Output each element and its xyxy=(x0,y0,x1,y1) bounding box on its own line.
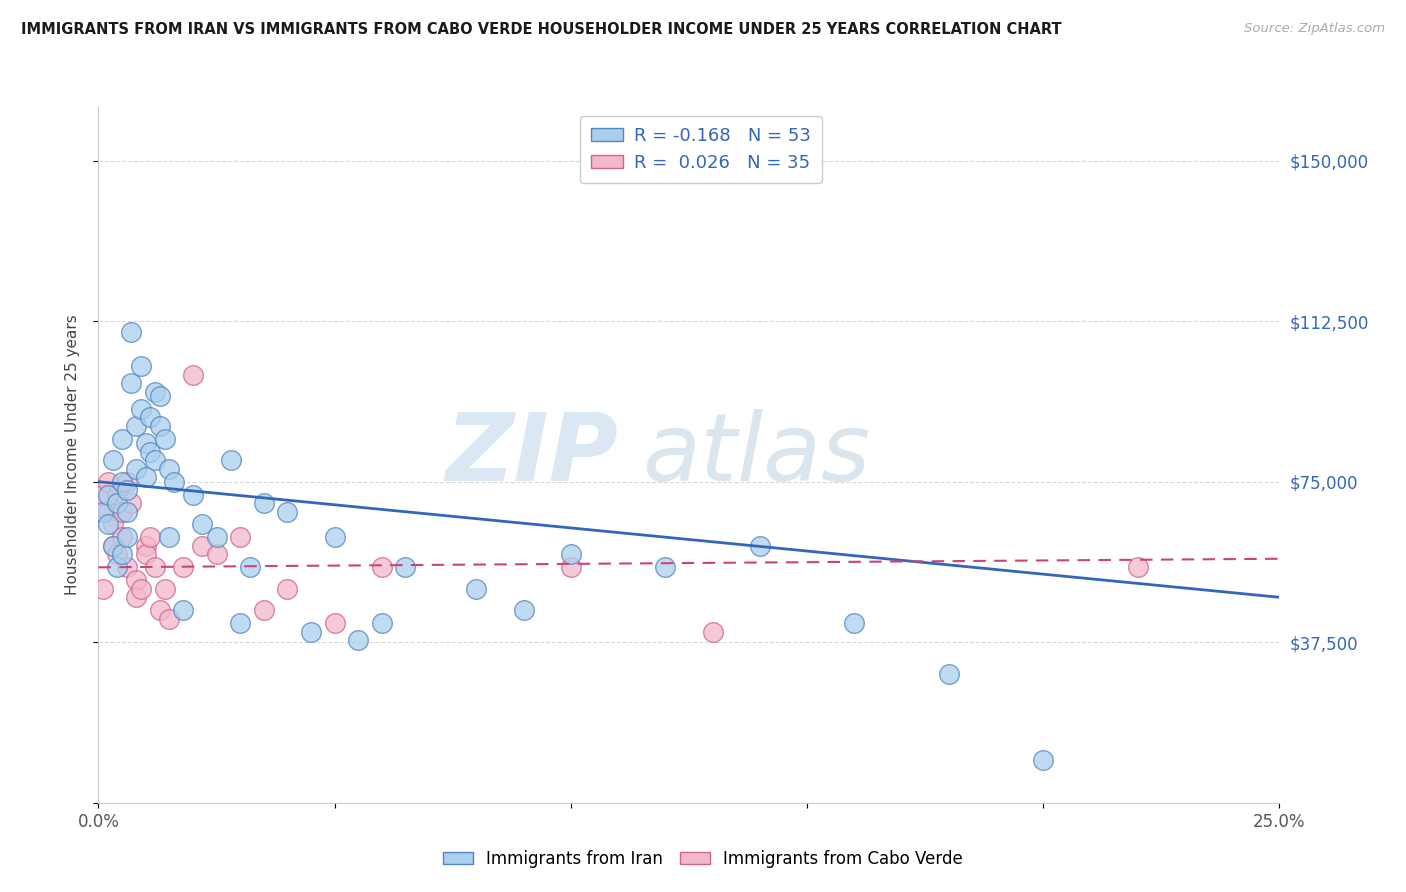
Point xyxy=(143,453,166,467)
Point xyxy=(121,376,143,391)
Point xyxy=(125,591,148,605)
Point xyxy=(1126,560,1149,574)
Point xyxy=(205,548,228,562)
Point xyxy=(135,470,157,484)
Point xyxy=(143,560,166,574)
Point xyxy=(323,615,346,630)
Point xyxy=(181,368,204,382)
Point xyxy=(371,560,394,574)
Point xyxy=(101,453,124,467)
Point xyxy=(97,487,120,501)
Point xyxy=(97,505,120,519)
Point xyxy=(149,419,172,434)
Point xyxy=(111,432,134,446)
Point xyxy=(191,539,214,553)
Text: ZIP: ZIP xyxy=(446,409,619,501)
Point xyxy=(157,530,180,544)
Point xyxy=(121,325,143,339)
Point xyxy=(1032,753,1054,767)
Text: IMMIGRANTS FROM IRAN VS IMMIGRANTS FROM CABO VERDE HOUSEHOLDER INCOME UNDER 25 Y: IMMIGRANTS FROM IRAN VS IMMIGRANTS FROM … xyxy=(21,22,1062,37)
Point xyxy=(153,582,176,596)
Point xyxy=(125,419,148,434)
Point xyxy=(101,517,124,532)
Point xyxy=(111,475,134,489)
Point xyxy=(181,487,204,501)
Point xyxy=(129,401,152,416)
Point xyxy=(125,462,148,476)
Point xyxy=(105,496,128,510)
Point xyxy=(229,530,252,544)
Point xyxy=(153,432,176,446)
Point xyxy=(654,560,676,574)
Point xyxy=(135,539,157,553)
Point xyxy=(111,505,134,519)
Point xyxy=(149,389,172,403)
Point xyxy=(101,539,124,553)
Point xyxy=(105,487,128,501)
Point xyxy=(91,505,114,519)
Point xyxy=(276,505,298,519)
Point xyxy=(512,603,534,617)
Point xyxy=(97,517,120,532)
Legend: Immigrants from Iran, Immigrants from Cabo Verde: Immigrants from Iran, Immigrants from Ca… xyxy=(436,844,970,875)
Point xyxy=(91,487,114,501)
Point xyxy=(239,560,262,574)
Text: Source: ZipAtlas.com: Source: ZipAtlas.com xyxy=(1244,22,1385,36)
Point xyxy=(253,496,276,510)
Point xyxy=(135,436,157,450)
Point xyxy=(143,384,166,399)
Legend: R = -0.168   N = 53, R =  0.026   N = 35: R = -0.168 N = 53, R = 0.026 N = 35 xyxy=(579,116,821,183)
Point xyxy=(129,582,152,596)
Point xyxy=(115,483,138,498)
Point xyxy=(172,560,194,574)
Point xyxy=(157,612,180,626)
Point xyxy=(163,475,186,489)
Point xyxy=(191,517,214,532)
Point xyxy=(157,462,180,476)
Point xyxy=(111,548,134,562)
Point xyxy=(172,603,194,617)
Point xyxy=(105,548,128,562)
Point xyxy=(560,548,582,562)
Point xyxy=(135,548,157,562)
Point xyxy=(139,410,162,425)
Point xyxy=(938,667,960,681)
Y-axis label: Householder Income Under 25 years: Householder Income Under 25 years xyxy=(65,315,80,595)
Point xyxy=(748,539,770,553)
Point xyxy=(560,560,582,574)
Point xyxy=(323,530,346,544)
Point xyxy=(347,633,370,648)
Point xyxy=(229,615,252,630)
Point xyxy=(149,603,172,617)
Point xyxy=(91,582,114,596)
Point xyxy=(219,453,242,467)
Point xyxy=(115,475,138,489)
Point xyxy=(205,530,228,544)
Point xyxy=(394,560,416,574)
Point xyxy=(139,530,162,544)
Text: atlas: atlas xyxy=(641,409,870,500)
Point xyxy=(371,615,394,630)
Point xyxy=(111,530,134,544)
Point xyxy=(105,560,128,574)
Point xyxy=(121,496,143,510)
Point xyxy=(465,582,488,596)
Point xyxy=(115,560,138,574)
Point xyxy=(139,444,162,458)
Point xyxy=(299,624,322,639)
Point xyxy=(101,539,124,553)
Point xyxy=(115,530,138,544)
Point xyxy=(702,624,724,639)
Point xyxy=(129,359,152,373)
Point xyxy=(844,615,866,630)
Point xyxy=(253,603,276,617)
Point xyxy=(125,573,148,587)
Point xyxy=(115,505,138,519)
Point xyxy=(276,582,298,596)
Point xyxy=(97,475,120,489)
